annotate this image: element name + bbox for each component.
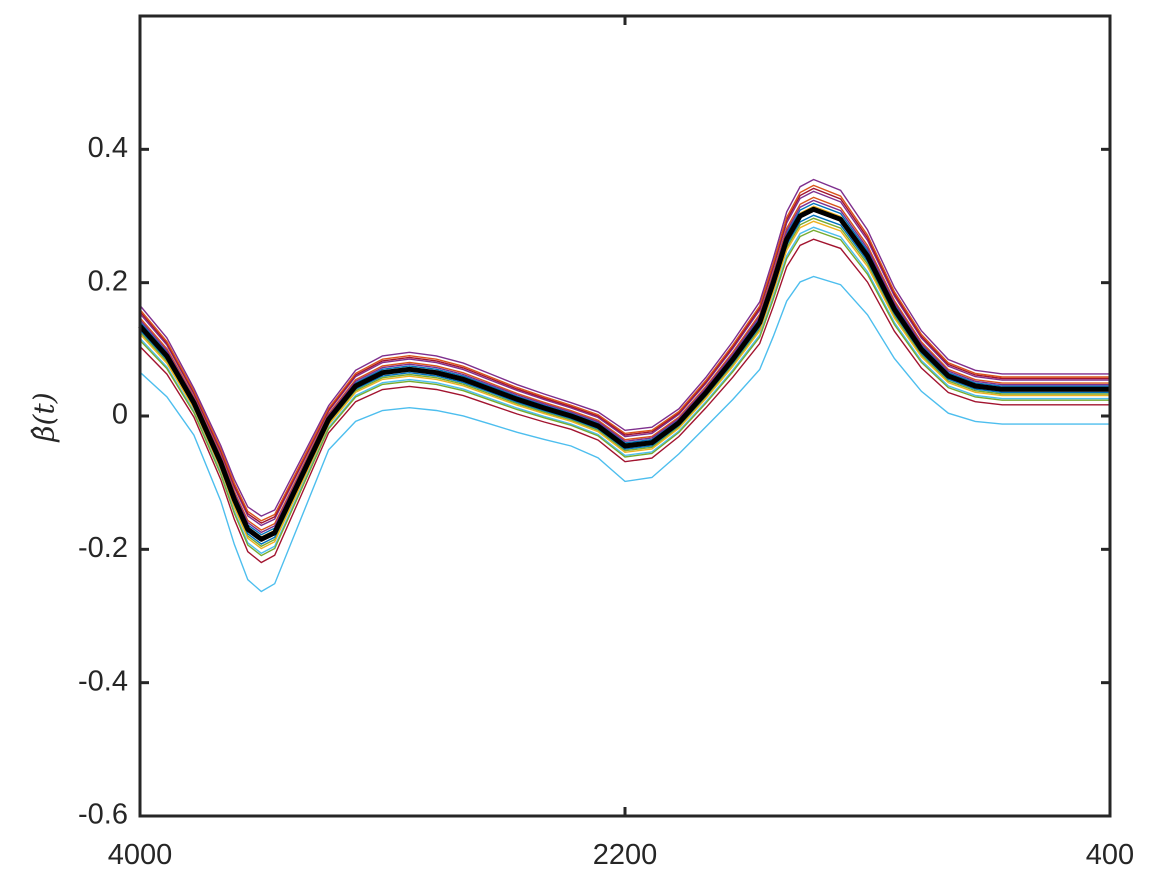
y-tick-label: -0.2 xyxy=(78,532,128,564)
y-tick-label: -0.6 xyxy=(78,799,128,831)
series-line-11 xyxy=(139,199,1110,534)
plot-area-frame xyxy=(138,14,1112,818)
series-line-15 xyxy=(139,178,1110,517)
series-line-7 xyxy=(139,187,1110,524)
y-tick-label: 0.4 xyxy=(88,132,128,164)
series-line-10 xyxy=(139,220,1110,550)
series-group xyxy=(138,178,1110,593)
x-tick-label: 2200 xyxy=(593,839,658,871)
series-line-4 xyxy=(139,190,1110,527)
series-line-9 xyxy=(139,184,1110,522)
series-line-2 xyxy=(139,196,1110,531)
series-line-5 xyxy=(139,217,1110,548)
x-tick-labels: 4000 2200 400 xyxy=(108,839,1134,871)
mean-series-line xyxy=(138,206,1110,542)
y-tick-label: -0.4 xyxy=(78,665,128,697)
series-line-6 xyxy=(139,226,1110,555)
series-line-13 xyxy=(139,275,1110,593)
y-tick-label: 0.2 xyxy=(88,265,128,297)
x-tick-label: 4000 xyxy=(108,839,173,871)
axis-ticks xyxy=(138,16,1112,818)
x-tick-label: 400 xyxy=(1086,839,1134,871)
series-line-12 xyxy=(139,229,1110,557)
y-axis-label: β̂(t) xyxy=(28,392,61,442)
y-tick-labels: -0.6 -0.4 -0.2 0 0.2 0.4 xyxy=(78,132,128,831)
series-line-14 xyxy=(139,238,1110,564)
y-tick-label: 0 xyxy=(112,399,128,431)
